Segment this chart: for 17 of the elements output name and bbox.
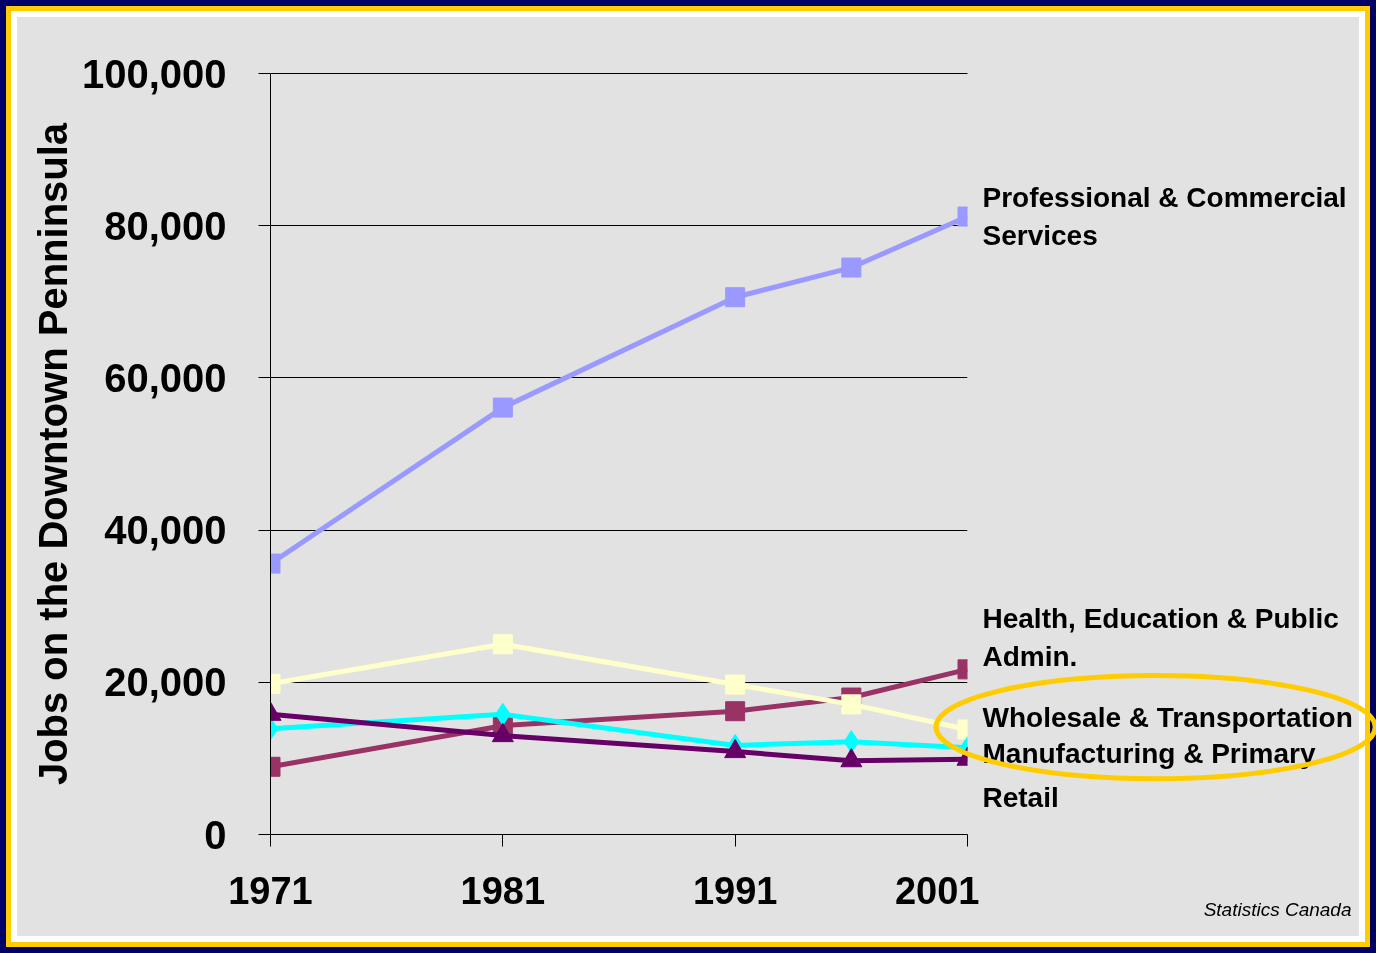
x-tick-label: 1991 — [692, 869, 778, 912]
y-tick-label: 60,000 — [104, 355, 227, 400]
series-label: Manufacturing & Primary — [982, 737, 1316, 769]
y-tick-label: 0 — [204, 812, 227, 857]
series-label: Professional & Commercial Services — [982, 182, 1347, 251]
y-axis-title: Jobs on the Downtown Penninsula — [30, 122, 75, 786]
y-tick-label: 100,000 — [81, 51, 227, 96]
x-tick-label: 1981 — [460, 869, 546, 912]
y-tick-label: 20,000 — [104, 660, 227, 705]
series-label: Health, Education & Public Admin. — [982, 603, 1339, 672]
series-label: Wholesale & Transportation — [982, 702, 1353, 734]
text: Statistics Canada — [1203, 899, 1352, 920]
series-label: Retail — [982, 781, 1059, 813]
y-tick-label: 40,000 — [104, 508, 227, 553]
x-tick-label: 1971 — [228, 869, 313, 912]
y-tick-label: 80,000 — [104, 203, 227, 248]
x-tick-label: 2001 — [894, 869, 980, 912]
